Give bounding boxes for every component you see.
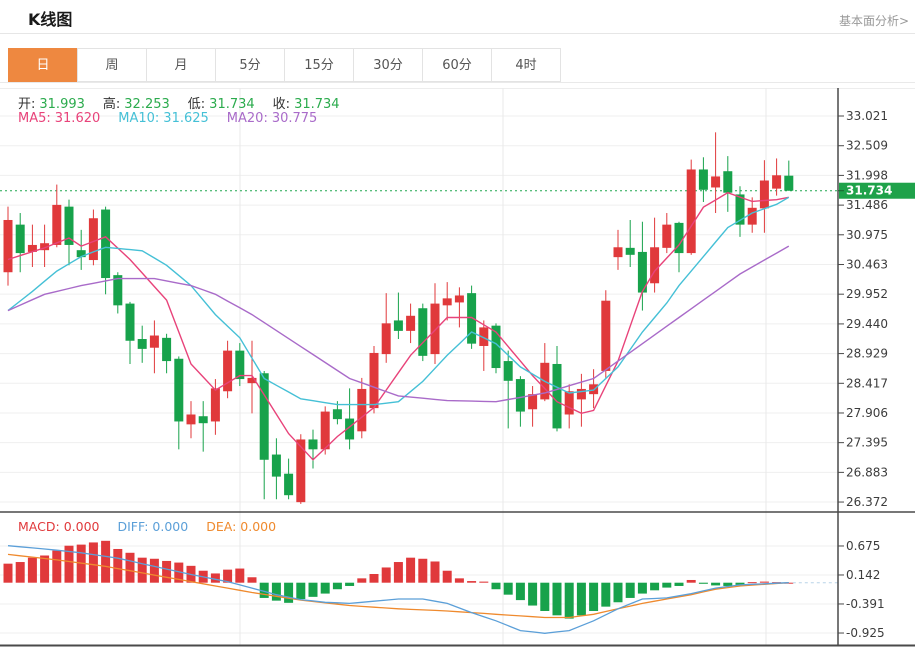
period-tabs: 日周月 5分 15分 30分 60分 4时 [8, 48, 561, 82]
tab-period-7[interactable]: 4时 [491, 48, 561, 82]
current-price-badge: 31.734 [838, 182, 915, 199]
dea-line [7, 553, 789, 619]
readout-item: DEA: 0.000 [206, 519, 277, 534]
diff-line [7, 545, 789, 634]
tab-period-2[interactable]: 月 [146, 48, 216, 82]
axis-tick-label: 29.440 [846, 317, 888, 331]
axis-tick-label: 30.975 [846, 228, 888, 242]
plot-top-border [0, 88, 915, 89]
page-title: K线图 [28, 10, 73, 29]
axis-tick-label: 0.142 [846, 568, 880, 582]
readout-item: 低: 31.734 [187, 97, 255, 112]
tab-strip-line [0, 82, 915, 83]
axis-tick-label: 33.021 [846, 109, 888, 123]
axis-tick-label: 26.883 [846, 465, 888, 479]
readout-item: MA10: 31.625 [118, 111, 209, 126]
ma5-line [7, 191, 789, 461]
candles-layer [3, 132, 794, 504]
grid-layer [0, 88, 838, 645]
axis-labels-layer: 33.021 32.509 31.998 31.486 30.975 30.463 29.9… [838, 109, 888, 640]
readout-item: MA20: 30.775 [226, 111, 318, 126]
axis-tick-label: 28.929 [846, 347, 888, 361]
axis-tick-label: -0.925 [846, 626, 885, 640]
tab-period-4[interactable]: 15分 [284, 48, 354, 82]
macd-bars-layer [3, 540, 794, 619]
axis-tick-label: 27.906 [846, 406, 888, 420]
readout-item: 收: 31.734 [272, 97, 340, 112]
axis-tick-label: 30.463 [846, 258, 888, 272]
axis-tick-label: -0.391 [846, 597, 885, 611]
axis-tick-label: 27.395 [846, 436, 888, 450]
tab-period-5[interactable]: 30分 [353, 48, 423, 82]
tab-period-0[interactable]: 日 [8, 48, 78, 82]
ma20-line [7, 245, 790, 403]
tab-period-3[interactable]: 5分 [215, 48, 285, 82]
svg-text:31.734: 31.734 [846, 184, 892, 198]
tab-period-6[interactable]: 60分 [422, 48, 492, 82]
readout-item: 高: 32.253 [102, 97, 170, 112]
header-divider [0, 33, 915, 34]
readout-item: 开: 31.993 [18, 97, 85, 112]
readout-item: MACD: 0.000 [18, 519, 100, 534]
axis-tick-label: 26.372 [846, 495, 888, 509]
ma10-line [7, 196, 790, 406]
ma-readout: MA5: 31.620 MA10: 31.625 MA20: 30.775 [18, 111, 335, 126]
ohlc-readout: 开: 31.993 高: 32.253 低: 31.734 收: 31.734 [18, 93, 358, 112]
tab-period-1[interactable]: 周 [77, 48, 147, 82]
readout-item: DIFF: 0.000 [117, 519, 189, 534]
axis-tick-label: 31.486 [846, 198, 888, 212]
axis-tick-label: 28.417 [846, 376, 888, 390]
macd-readout: MACD: 0.000 DIFF: 0.000 DEA: 0.000 [18, 519, 294, 534]
fundamental-analysis-link[interactable]: 基本面分析> [838, 14, 909, 28]
axis-tick-label: 32.509 [846, 139, 888, 153]
axis-tick-label: 0.675 [846, 539, 880, 553]
axis-tick-label: 31.998 [846, 168, 888, 182]
axis-tick-label: 29.952 [846, 287, 888, 301]
readout-item: MA5: 31.620 [18, 111, 101, 126]
frame-layer [0, 88, 915, 647]
